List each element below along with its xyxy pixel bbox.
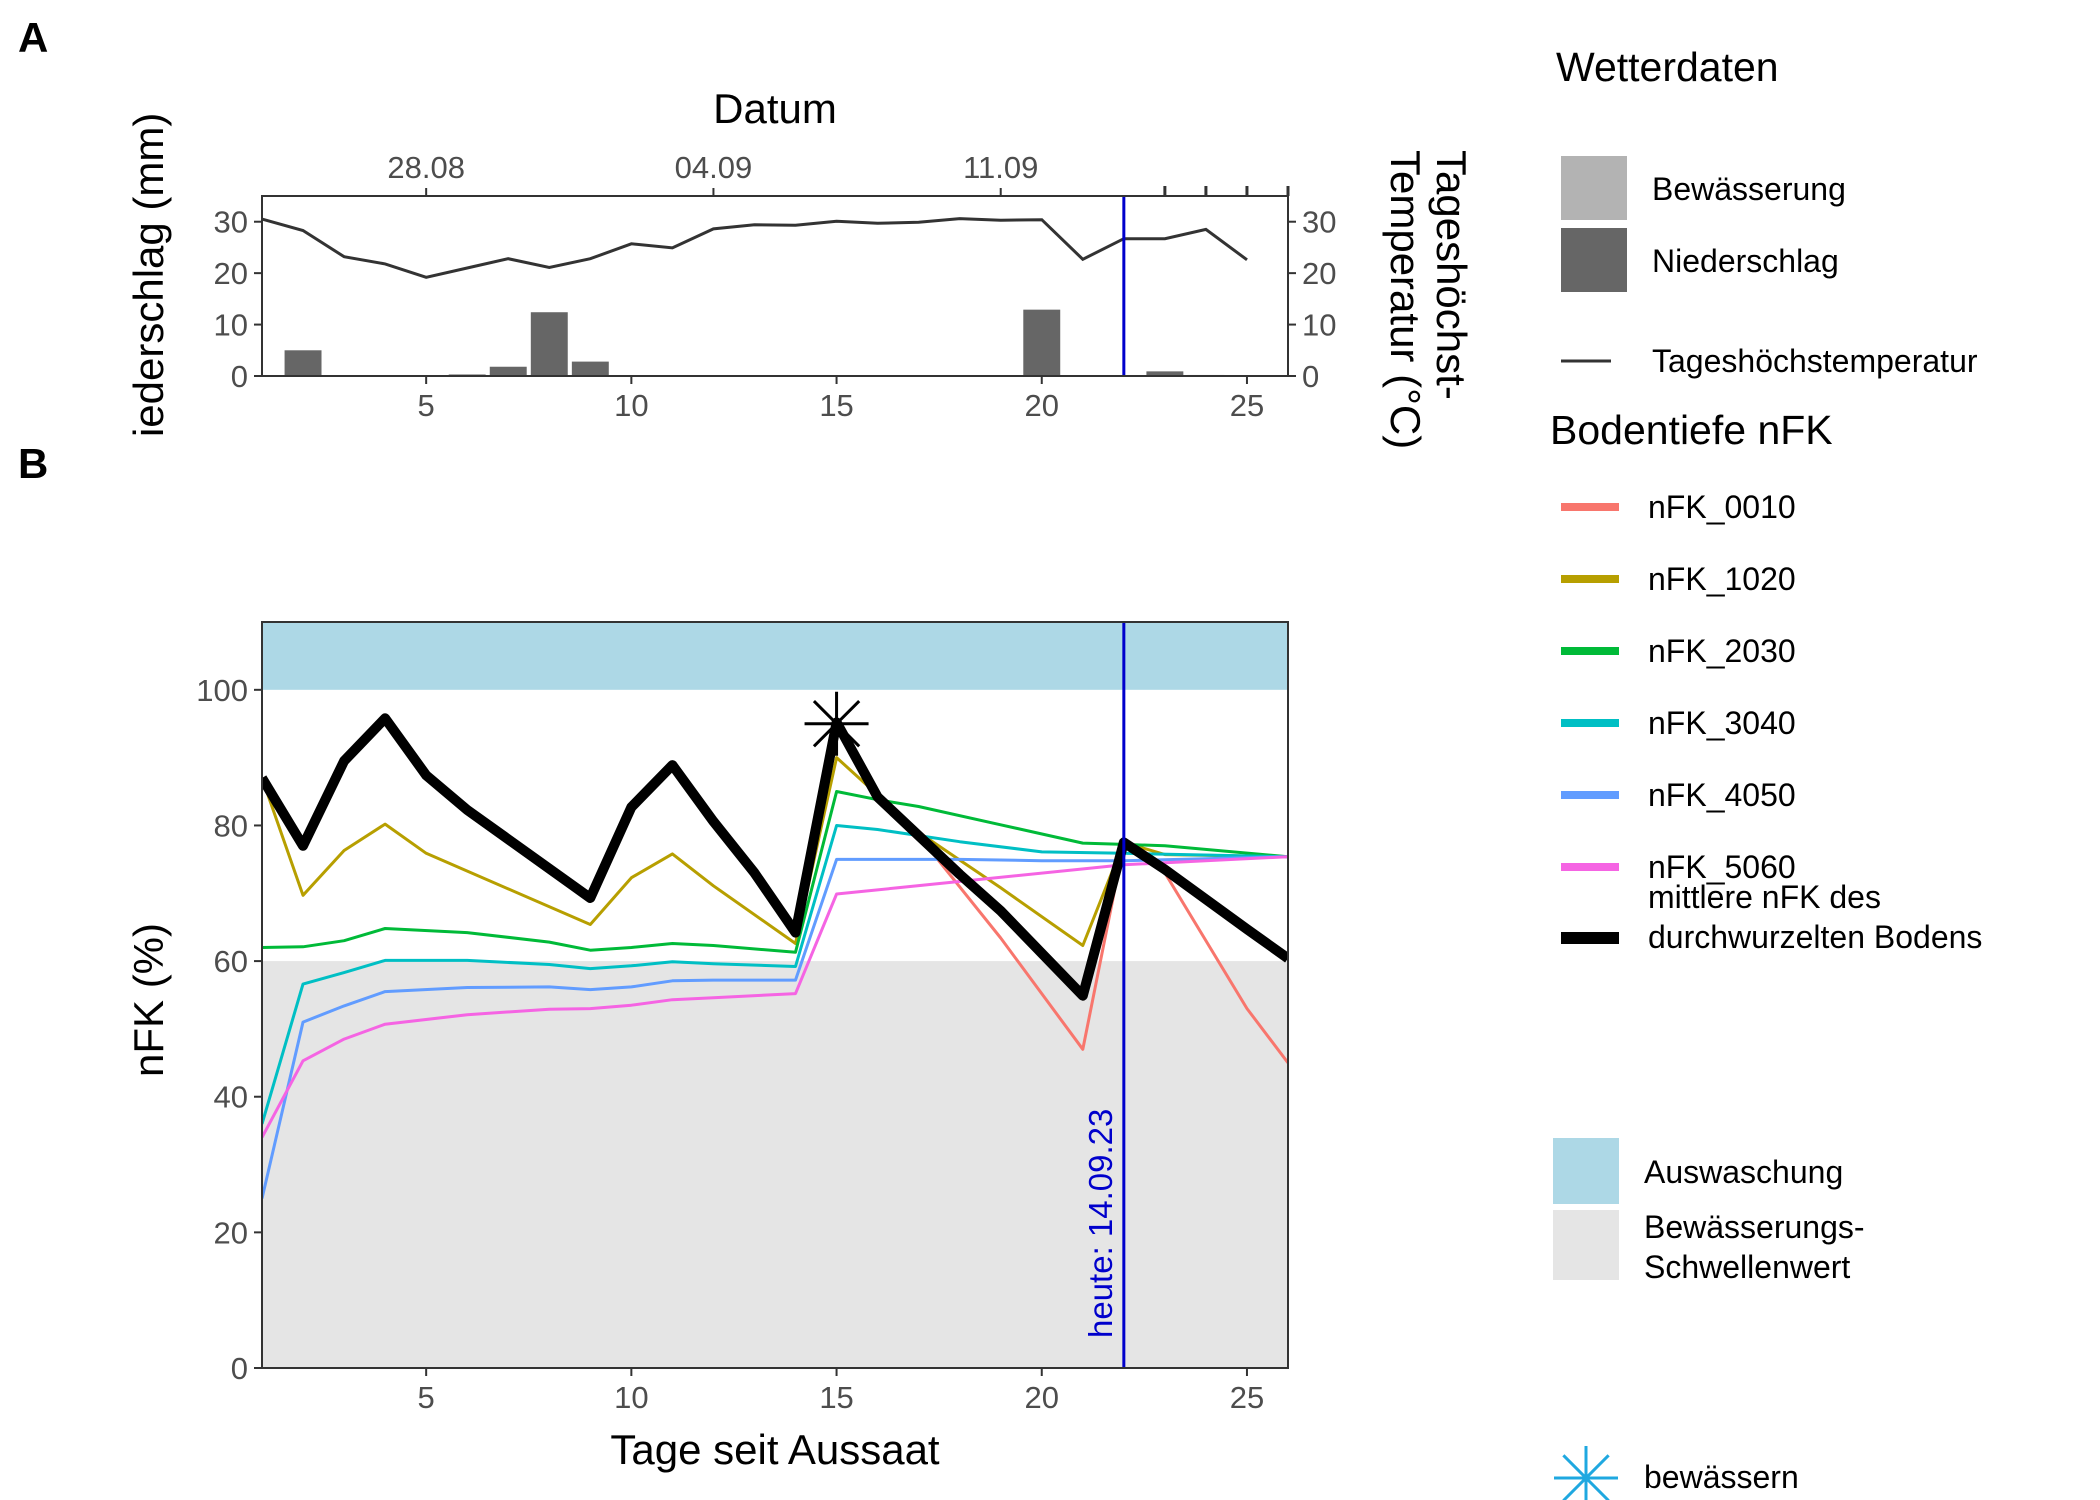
legend-label: mittlere nFK des durchwurzelten Bodens (1648, 879, 1982, 955)
x-tick-label: 10 (614, 388, 648, 423)
y2-tick-label: 30 (1302, 205, 1336, 240)
y2-tick-label: 20 (1302, 256, 1336, 291)
y2-tick-label: 0 (1302, 359, 1319, 394)
weather-x-axis: 5 10 15 20 25 (418, 376, 1264, 423)
y-tick-label: 40 (214, 1080, 248, 1115)
soil-x-axis: 5 10 15 20 25 (418, 1368, 1264, 1415)
precipitation-axis-title: Niederschlag (mm) (125, 113, 172, 468)
star-stroke (1562, 1454, 1610, 1500)
y-tick-label: 10 (214, 308, 248, 343)
precipitation-bar (489, 366, 527, 376)
y-tick-label: 20 (214, 256, 248, 291)
leaching-band (262, 622, 1288, 690)
irrigation-legend-key (1561, 156, 1627, 220)
leaching-legend-label: Auswaschung (1644, 1154, 1843, 1190)
legend-label: nFK_3040 (1648, 705, 1796, 741)
soil-panel-frame (261, 621, 1289, 1369)
irrigation-legend-label: Bewässerung (1652, 171, 1846, 207)
x-tick-label: 20 (1025, 1380, 1059, 1415)
precipitation-bar (1023, 309, 1061, 376)
date-tick-label: 28.08 (387, 150, 465, 185)
temperature-legend-label: Tageshöchstemperatur (1652, 343, 1978, 379)
series-line-mittlere-nFK-des (262, 713, 1288, 1001)
precipitation-bars (284, 309, 1225, 376)
leaching-legend-key (1553, 1138, 1619, 1204)
date-tick-label: 04.09 (675, 150, 753, 185)
legend-label: nFK_4050 (1648, 777, 1796, 813)
y-axis-title: nFK (%) (125, 923, 172, 1077)
legend-label: nFK_2030 (1648, 633, 1796, 669)
series-line-nFK_5060 (262, 855, 1288, 1139)
x-tick-label: 10 (614, 1380, 648, 1415)
temperature-axis-title: Tageshöchst-Temperatur (°C) (1382, 150, 1475, 449)
series-line-nFK_3040 (262, 824, 1288, 1125)
irrigate-legend-label: bewässern (1644, 1459, 1799, 1495)
date-axis-title: Datum (713, 85, 837, 132)
x-tick-label: 15 (819, 388, 853, 423)
y-tick-label: 60 (214, 944, 248, 979)
threshold-legend-label: Bewässerungs-Schwellenwert (1644, 1209, 1865, 1285)
star-stroke (812, 700, 861, 748)
series-line-nFK_1020 (262, 756, 1288, 947)
series-line-nFK_2030 (262, 790, 1288, 954)
today-label: heute: 14.09.23 (1082, 1109, 1119, 1338)
x-tick-label: 25 (1230, 1380, 1264, 1415)
threshold-band (262, 961, 1288, 1368)
irrigation-marker-icon (804, 691, 869, 756)
x-tick-label: 5 (418, 1380, 435, 1415)
x-tick-label: 20 (1025, 388, 1059, 423)
irrigate-legend-icon (1554, 1446, 1618, 1500)
y-tick-label: 0 (231, 359, 248, 394)
legend-label: nFK_1020 (1648, 561, 1796, 597)
depth-legend-title: Bodentiefe nFK (1550, 407, 1833, 453)
date-tick-label: 11.09 (963, 150, 1038, 185)
precipitation-bar (571, 361, 609, 376)
panel-label-b: B (18, 440, 48, 487)
legend-label: nFK_5060 (1648, 849, 1796, 885)
x-tick-label: 15 (819, 1380, 853, 1415)
precipitation-bar (284, 350, 322, 376)
soil-moisture-chart: heute: 14.09.23 5 10 15 20 25 0 20 40 60 80 100 T… (125, 621, 1289, 1473)
precipitation-legend-key (1561, 228, 1627, 292)
x-tick-label: 5 (418, 388, 435, 423)
legend-label: nFK_0010 (1648, 489, 1796, 525)
soil-y-axis: 0 20 40 60 80 100 (196, 673, 262, 1386)
weather-y-axis-left: 0 10 20 30 (214, 205, 262, 394)
depth-legend-items: nFK_0010 nFK_1020 nFK_2030 nFK_3040 nFK_4050… (1561, 489, 1982, 955)
series-line-nFK_4050 (262, 855, 1288, 1199)
y-tick-label: 30 (214, 205, 248, 240)
y-tick-label: 0 (231, 1351, 248, 1386)
precipitation-legend-label: Niederschlag (1652, 243, 1839, 279)
temperature-line (261, 217, 1248, 279)
y2-tick-label: 10 (1302, 308, 1336, 343)
weather-date-axis: 28.08 04.09 11.09 (387, 150, 1290, 196)
weather-legend-title: Wetterdaten (1556, 44, 1779, 90)
weather-panel-frame (261, 195, 1289, 377)
y-tick-label: 80 (214, 808, 248, 843)
weather-y-axis-right: 0 10 20 30 (1288, 205, 1336, 394)
legend: Wetterdaten Bewässerung Niederschlag Tag… (1550, 44, 1982, 1500)
precipitation-bar (530, 312, 568, 376)
threshold-legend-key (1553, 1210, 1619, 1280)
precipitation-bar (1146, 371, 1184, 376)
x-axis-title: Tage seit Aussaat (610, 1426, 940, 1473)
weather-chart: 5 10 15 20 25 0 10 20 30 0 10 20 30 28.08 04.09 11.0… (125, 85, 1475, 468)
nfk-lines (262, 713, 1288, 1199)
y-tick-label: 100 (196, 673, 248, 708)
x-tick-label: 25 (1230, 388, 1264, 423)
panel-label-a: A (18, 14, 48, 61)
y-tick-label: 20 (214, 1215, 248, 1250)
